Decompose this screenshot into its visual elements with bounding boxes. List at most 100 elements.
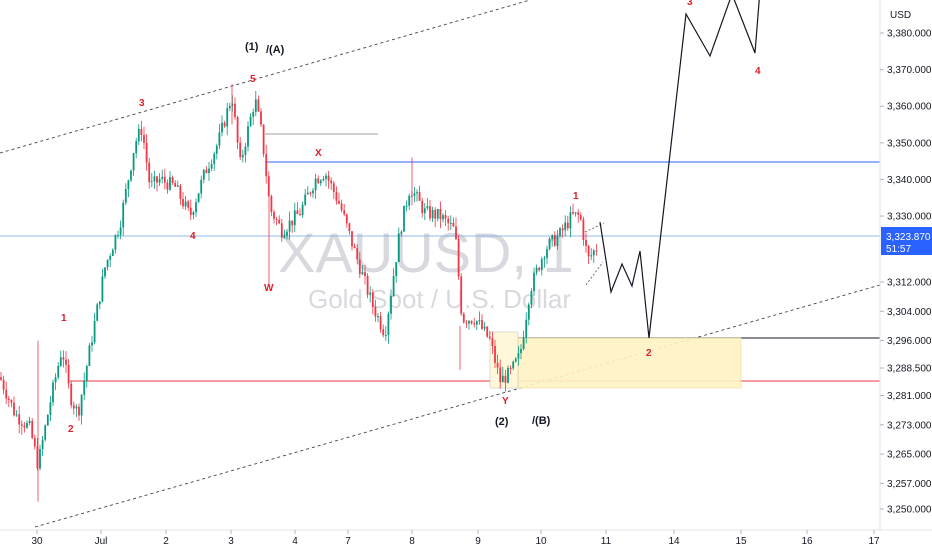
candle-up [150,181,153,183]
candle-down [457,239,460,277]
demand-zone[interactable] [517,337,742,389]
candle-up [44,425,47,440]
candle-up [546,249,548,258]
candle-up [127,180,130,190]
wave-label-4: 4 [190,231,196,242]
candle-up [39,449,41,469]
name-watermark: Gold Spot / U.S. Dollar [308,284,571,314]
candle-up [124,189,127,203]
candle-down [182,198,184,207]
candle-up [153,176,156,182]
candle-up [184,201,187,207]
candle-up [475,321,478,325]
candle-down [366,276,369,295]
channel-upper-line[interactable] [0,0,531,154]
candle-up [392,275,395,297]
candle-down [473,323,476,325]
candle-up [249,116,252,127]
candle-up [423,208,426,214]
candle-down [343,210,346,215]
candle-down [145,142,148,163]
candle-down [348,223,351,232]
candle-up [442,215,444,220]
candle-down [33,437,36,447]
candle-up [301,204,304,216]
wave-label-degree-1: (1) [245,41,259,53]
candle-up [517,353,520,359]
candle-up [413,193,416,196]
candle-down [5,389,8,399]
candle-up [431,209,434,219]
price-tick-label: 3,265.000 [887,450,932,461]
candle-up [254,99,257,113]
candle-down [20,424,23,426]
time-tick-label: 15 [735,536,747,547]
candle-up [304,194,307,205]
candle-up [520,349,522,354]
candle-up [158,178,161,183]
candle-up [314,178,317,191]
candle-down [260,111,262,125]
candle-up [501,375,504,383]
candle-down [171,177,174,184]
price-tick-label: 3,370.000 [887,65,932,76]
price-tick-label: 3,281.000 [887,391,932,402]
price-axis[interactable]: USD 3,380.000 3,370.000 3,360.000 3,350.000… [879,0,932,530]
candle-up [592,250,595,256]
candle-down [291,220,294,226]
last-price-badge: 3,323.870 51:57 [881,227,932,255]
candle-up [530,291,533,305]
candle-down [148,162,151,183]
candle-up [403,205,405,232]
candle-up [114,235,117,250]
candle-up [322,178,325,181]
price-tick-label: 3,273.000 [887,420,932,431]
candle-up [221,122,223,133]
candle-up [283,235,286,238]
candle-down [499,367,502,383]
projection-path[interactable] [599,0,760,339]
candle-up [75,406,78,409]
candle-down [223,122,226,127]
candle-down [72,405,75,409]
candle-up [468,320,470,324]
candle-down [205,169,208,174]
candle-up [111,249,114,257]
candle-up [88,345,91,366]
candle-down [340,203,343,211]
time-tick-label: 30 [31,536,43,547]
candle-down [174,183,177,187]
time-tick-label: 3 [228,536,234,547]
last-price-value: 3,323.870 [886,232,931,243]
candle-up [247,126,249,147]
candle-down [332,183,335,192]
candle-down [338,200,340,204]
wave-label-w: W [264,283,274,294]
channel-lower-line[interactable] [34,284,881,528]
candle-down [189,207,192,215]
candle-down [465,322,468,324]
candle-up [325,175,327,179]
candle-up [405,205,408,207]
candle-up [52,382,54,403]
countdown-value: 51:57 [886,244,911,255]
candle-down [317,178,320,184]
candle-up [210,164,213,169]
candle-up [85,365,88,381]
candle-up [556,235,559,246]
price-tick-label: 3,350.000 [887,138,932,149]
candle-down [10,399,13,403]
candle-up [533,272,535,292]
candle-up [590,255,593,257]
candle-up [54,377,57,383]
candle-down [280,223,283,238]
candles-group [0,84,598,502]
candle-down [2,379,5,390]
candle-up [512,361,515,369]
candle-down [18,414,21,425]
time-axis[interactable]: 30 Jul 2 3 4 7 8 9 10 11 14 15 16 17 [0,529,932,547]
candle-down [582,219,585,241]
candle-up [507,367,509,383]
